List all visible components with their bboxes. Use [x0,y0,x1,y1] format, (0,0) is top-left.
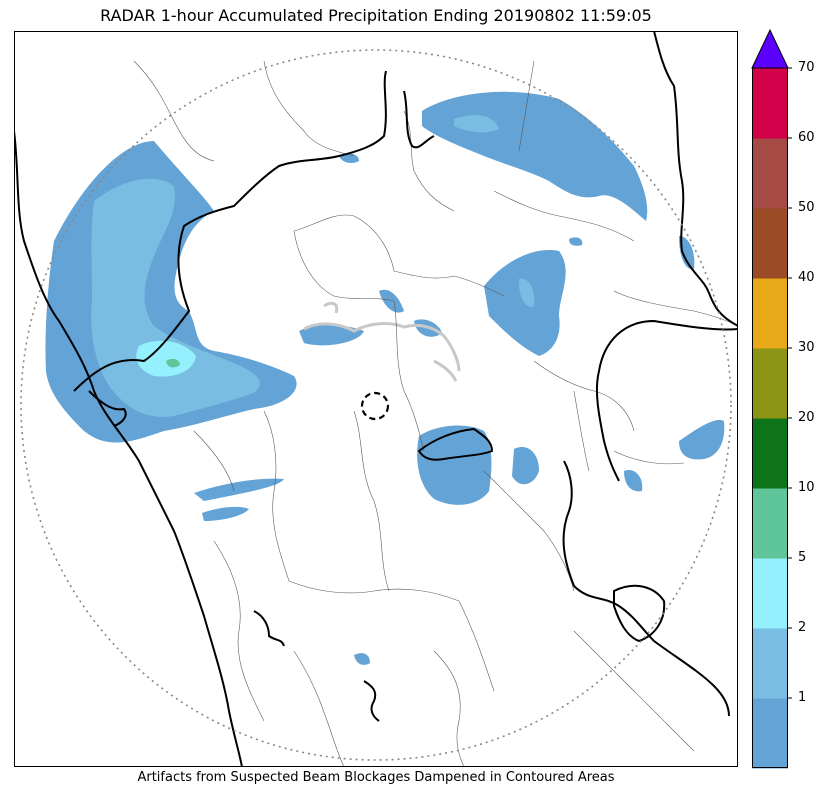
state-border-north [73,70,387,392]
western-coastline [14,130,243,767]
precip-area-northeast [422,91,648,221]
state-border-southeast-islands [613,584,666,643]
beam-blockage-contours [303,301,461,382]
precipitation-layer [45,91,725,665]
blockage-contour-3 [433,359,458,382]
state-border-east [653,31,738,327]
precip-area-northeast-light [454,115,499,133]
radar-range-ring [20,49,732,761]
precip-area-west-heavy [136,340,196,377]
precip-area-west-light [91,178,260,417]
precip-area-east-light [518,278,535,307]
colorbar-bin-10-20 [752,418,788,489]
colorbar-tick-label: 5 [798,550,807,565]
precip-streak-south-2 [202,506,249,521]
chart-title: RADAR 1-hour Accumulated Precipitation E… [100,6,652,25]
colorbar-tick-label: 1 [798,690,807,705]
colorbar-bin-2-5 [752,558,788,629]
precip-area-far-east-3 [679,236,695,270]
precip-spot-central-5 [569,237,583,246]
colorbar-bin-40-50 [752,208,788,279]
colorbar-tick-label: 30 [798,340,815,355]
colorbar-bin-5-10 [752,488,788,559]
state-border-south-central [417,427,494,461]
state-border-northeast [403,90,435,149]
border-fragment-south-2 [363,680,380,722]
precip-area-south-central [417,425,492,505]
colorbar-tick-label: 50 [798,200,815,215]
colorbar [751,28,792,769]
colorbar-tick-label: 60 [798,130,815,145]
blockage-contour-1 [303,322,461,372]
colorbar-tick-label: 70 [798,60,815,75]
border-fragment-south-1 [253,610,285,647]
colorbar-bin-60-70 [752,68,788,139]
radar-site-marker [360,391,390,421]
precip-area-far-east-2 [512,447,539,485]
state-border-east-lower [595,319,738,482]
colorbar-overmax-triangle [751,28,789,69]
colorbar-bin-0-1 [752,698,788,769]
colorbar-tick-label: 20 [798,410,815,425]
radar-map [14,31,738,767]
state-border-southeast [562,460,730,717]
colorbar-bin-30-40 [752,278,788,349]
colorbar-bin-20-30 [752,348,788,419]
precip-streak-south-1 [194,478,284,501]
precip-spot-central-2 [299,325,364,346]
colorbar-bin-50-60 [752,138,788,209]
border-fragment-sw [88,390,127,427]
precip-spot-south [354,653,370,665]
district-boundaries [133,60,738,767]
precip-area-west-max [166,358,180,368]
precip-area-far-east-1 [679,420,725,460]
footnote: Artifacts from Suspected Beam Blockages … [137,770,615,785]
colorbar-tick-label: 2 [798,620,807,635]
blockage-contour-2 [323,301,339,314]
colorbar-outline [752,67,788,768]
state-boundaries [14,31,738,767]
precip-area-far-east-4 [624,470,643,492]
colorbar-tick-label: 40 [798,270,815,285]
map-border [14,31,738,767]
colorbar-bin-1-2 [752,628,788,699]
precip-spot-central-1 [379,289,404,313]
colorbar-tick-label: 10 [798,480,815,495]
